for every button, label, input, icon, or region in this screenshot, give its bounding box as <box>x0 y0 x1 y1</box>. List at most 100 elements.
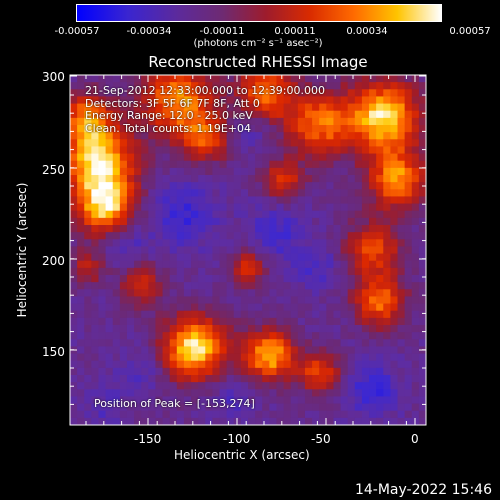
map-pixel <box>91 303 99 312</box>
map-pixel <box>219 325 228 333</box>
map-pixel <box>126 360 135 369</box>
map-pixel <box>205 396 213 404</box>
map-pixel <box>418 239 427 247</box>
map-pixel <box>297 332 306 340</box>
map-pixel <box>404 332 413 340</box>
map-pixel <box>312 367 320 376</box>
map-pixel <box>397 332 406 340</box>
map-pixel <box>376 275 384 283</box>
map-pixel <box>361 396 370 404</box>
map-pixel <box>176 303 185 312</box>
map-pixel <box>112 196 121 204</box>
map-pixel <box>219 403 228 412</box>
map-pixel <box>155 225 163 233</box>
map-pixel <box>134 389 142 397</box>
map-pixel <box>333 260 341 269</box>
map-pixel <box>148 246 156 254</box>
map-pixel <box>269 325 277 333</box>
map-pixel <box>404 232 413 240</box>
map-pixel <box>70 246 78 254</box>
map-pixel <box>333 103 341 112</box>
map-pixel <box>148 167 156 176</box>
map-pixel <box>283 246 292 254</box>
map-pixel <box>376 160 384 169</box>
map-pixel <box>340 403 349 412</box>
map-pixel <box>255 82 263 90</box>
map-pixel <box>411 303 420 312</box>
map-pixel <box>297 232 306 240</box>
map-pixel <box>226 403 235 412</box>
map-pixel <box>155 325 163 333</box>
map-pixel <box>383 189 391 197</box>
map-pixel <box>248 389 256 397</box>
map-pixel <box>226 303 235 312</box>
map-pixel <box>397 210 406 219</box>
map-pixel <box>233 89 242 97</box>
map-pixel <box>369 96 377 104</box>
map-pixel <box>297 317 306 326</box>
map-pixel <box>390 203 398 212</box>
map-pixel <box>418 367 427 376</box>
map-pixel <box>319 310 327 319</box>
map-pixel <box>376 375 384 383</box>
map-pixel <box>98 225 106 233</box>
map-pixel <box>112 139 121 147</box>
map-pixel <box>70 96 78 104</box>
map-pixel <box>70 325 78 333</box>
map-pixel <box>361 239 370 247</box>
map-pixel <box>255 153 263 162</box>
map-pixel <box>354 282 363 290</box>
map-pixel <box>262 110 270 119</box>
map-pixel <box>418 289 427 297</box>
map-pixel <box>248 160 256 169</box>
map-pixel <box>233 410 242 419</box>
map-pixel <box>240 353 249 362</box>
map-pixel <box>134 396 142 404</box>
map-pixel <box>212 310 220 319</box>
map-pixel <box>155 260 163 269</box>
map-pixel <box>376 146 384 154</box>
map-pixel <box>411 317 420 326</box>
map-pixel <box>248 339 256 347</box>
map-pixel <box>105 382 114 390</box>
map-pixel <box>134 189 142 197</box>
map-pixel <box>226 82 235 90</box>
map-pixel <box>304 232 313 240</box>
map-pixel <box>418 325 427 333</box>
map-pixel <box>248 382 256 390</box>
map-pixel <box>262 167 270 176</box>
map-pixel <box>290 139 299 147</box>
map-pixel <box>404 375 413 383</box>
map-pixel <box>112 239 121 247</box>
map-pixel <box>191 146 199 154</box>
map-pixel <box>219 96 228 104</box>
map-pixel <box>212 282 220 290</box>
map-pixel <box>105 203 114 212</box>
map-pixel <box>212 189 220 197</box>
map-pixel <box>84 225 92 233</box>
map-pixel <box>77 382 85 390</box>
map-pixel <box>376 410 384 419</box>
map-pixel <box>112 253 121 262</box>
map-pixel <box>91 153 99 162</box>
map-pixel <box>219 289 228 297</box>
map-pixel <box>255 296 263 304</box>
map-pixel <box>411 189 420 197</box>
map-pixel <box>105 325 114 333</box>
map-pixel <box>105 139 114 147</box>
map-pixel <box>119 267 128 276</box>
map-pixel <box>283 375 292 383</box>
map-pixel <box>347 196 356 204</box>
map-pixel <box>347 396 356 404</box>
map-pixel <box>404 239 413 247</box>
map-pixel <box>219 139 228 147</box>
map-pixel <box>390 75 398 83</box>
map-pixel <box>141 89 149 97</box>
map-pixel <box>390 132 398 140</box>
map-pixel <box>105 403 114 412</box>
map-pixel <box>233 117 242 126</box>
map-pixel <box>212 246 220 254</box>
map-pixel <box>383 103 391 112</box>
map-pixel <box>304 175 313 183</box>
map-pixel <box>361 246 370 254</box>
